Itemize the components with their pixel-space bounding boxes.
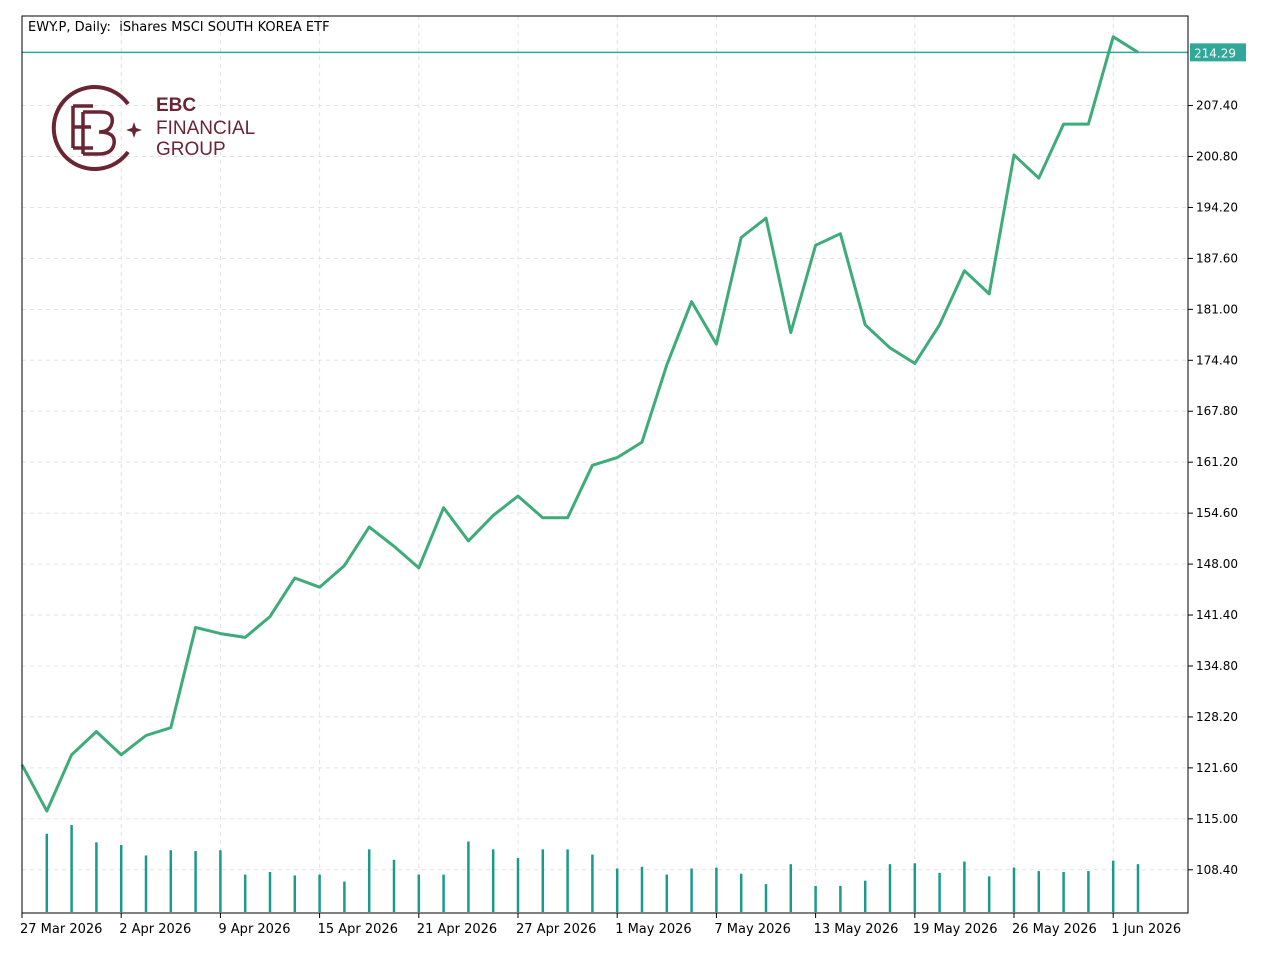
y-tick-label: 134.80 [1196,659,1238,673]
y-tick-label: 181.00 [1196,302,1238,316]
ebc-logo: EBC FINANCIAL GROUP [46,82,276,177]
y-tick-label: 128.20 [1196,710,1238,724]
y-tick-label: 174.40 [1196,353,1238,367]
y-tick-label: 141.40 [1196,608,1238,622]
ebc-logo-icon [51,85,142,171]
logo-line-2: FINANCIAL [156,118,256,139]
y-tick-label: 194.20 [1196,200,1238,214]
x-tick-label: 13 May 2026 [814,922,899,937]
volume-bars [45,825,1140,912]
logo-line-1: EBC [156,95,197,116]
x-tick-label: 7 May 2026 [714,922,791,937]
y-tick-label: 121.60 [1196,761,1238,775]
axes [21,15,1193,918]
y-tick-label: 161.20 [1196,455,1238,469]
x-tick-label: 15 Apr 2026 [318,922,398,937]
y-tick-label: 200.80 [1196,149,1238,163]
chart-title: EWY.P, Daily: iShares MSCI SOUTH KOREA E… [28,20,330,35]
price-series [20,35,1188,813]
current-price-label-bg [1190,43,1246,62]
logo-line-3: GROUP [156,139,226,160]
y-tick-label: 154.60 [1196,506,1238,520]
y-tick-label: 167.80 [1196,404,1238,418]
current-price-label: 214.29 [1194,46,1236,60]
x-tick-label: 2 Apr 2026 [119,922,191,937]
x-tick-label: 26 May 2026 [1012,922,1097,937]
y-tick-label: 148.00 [1196,557,1238,571]
y-tick-label: 207.40 [1196,99,1238,113]
x-tick-label: 27 Apr 2026 [516,922,596,937]
plot-frame [21,15,1189,914]
y-tick-label: 187.60 [1196,251,1238,265]
x-tick-label: 27 Mar 2026 [20,922,102,937]
x-tick-label: 1 May 2026 [615,922,692,937]
y-tick-label: 108.40 [1196,863,1238,877]
price-line [20,35,1139,813]
x-tick-label: 21 Apr 2026 [417,922,497,937]
axis-labels: 108.40 115.00 121.60 128.20 134.80 141.40 148.… [20,43,1246,937]
x-tick-label: 9 Apr 2026 [218,922,290,937]
x-tick-label: 1 Jun 2026 [1111,922,1181,937]
x-tick-label: 19 May 2026 [913,922,998,937]
y-tick-label: 115.00 [1196,812,1238,826]
